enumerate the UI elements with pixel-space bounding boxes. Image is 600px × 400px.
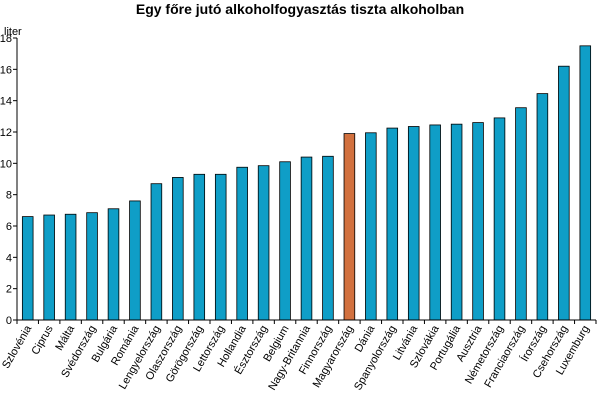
y-tick-label: 0 bbox=[6, 315, 12, 327]
y-axis-unit-label: liter bbox=[4, 26, 22, 38]
bar bbox=[558, 65, 570, 321]
x-tick-label: Spanyolország bbox=[352, 324, 399, 393]
bar bbox=[386, 127, 399, 321]
bar bbox=[493, 117, 506, 321]
bar bbox=[193, 173, 206, 321]
bar bbox=[257, 165, 270, 321]
y-tick-label: 16 bbox=[0, 64, 12, 76]
bar bbox=[107, 208, 120, 321]
bar bbox=[322, 155, 334, 321]
bar bbox=[64, 213, 77, 321]
y-tick-label: 2 bbox=[6, 284, 12, 296]
bar bbox=[279, 161, 291, 321]
bar bbox=[450, 123, 463, 321]
chart-title: Egy főre jutó alkoholfogyasztás tiszta a… bbox=[135, 1, 465, 17]
bar bbox=[515, 107, 527, 321]
bar bbox=[407, 126, 420, 321]
bar bbox=[429, 124, 441, 321]
bar bbox=[472, 122, 484, 321]
bar bbox=[579, 45, 592, 321]
bar bbox=[129, 200, 141, 321]
bar bbox=[21, 216, 34, 321]
bar bbox=[214, 173, 227, 321]
bar bbox=[365, 132, 377, 321]
bar bbox=[172, 177, 184, 321]
y-tick-label: 6 bbox=[6, 221, 12, 233]
bar bbox=[86, 212, 98, 321]
y-tick-label: 8 bbox=[6, 190, 12, 202]
y-tick-label: 10 bbox=[0, 158, 12, 170]
x-tick-label: Ciprus bbox=[29, 323, 56, 357]
bar bbox=[236, 166, 248, 321]
bar-highlighted bbox=[343, 133, 356, 321]
bar bbox=[150, 183, 163, 321]
x-tick-label: Szlovénia bbox=[0, 323, 35, 371]
bar bbox=[536, 93, 549, 321]
bar bbox=[43, 214, 55, 321]
y-tick-label: 4 bbox=[6, 252, 12, 264]
y-tick-label: 18 bbox=[0, 33, 12, 45]
bar bbox=[300, 156, 313, 321]
y-tick-label: 14 bbox=[0, 96, 12, 108]
y-tick-label: 12 bbox=[0, 127, 12, 139]
